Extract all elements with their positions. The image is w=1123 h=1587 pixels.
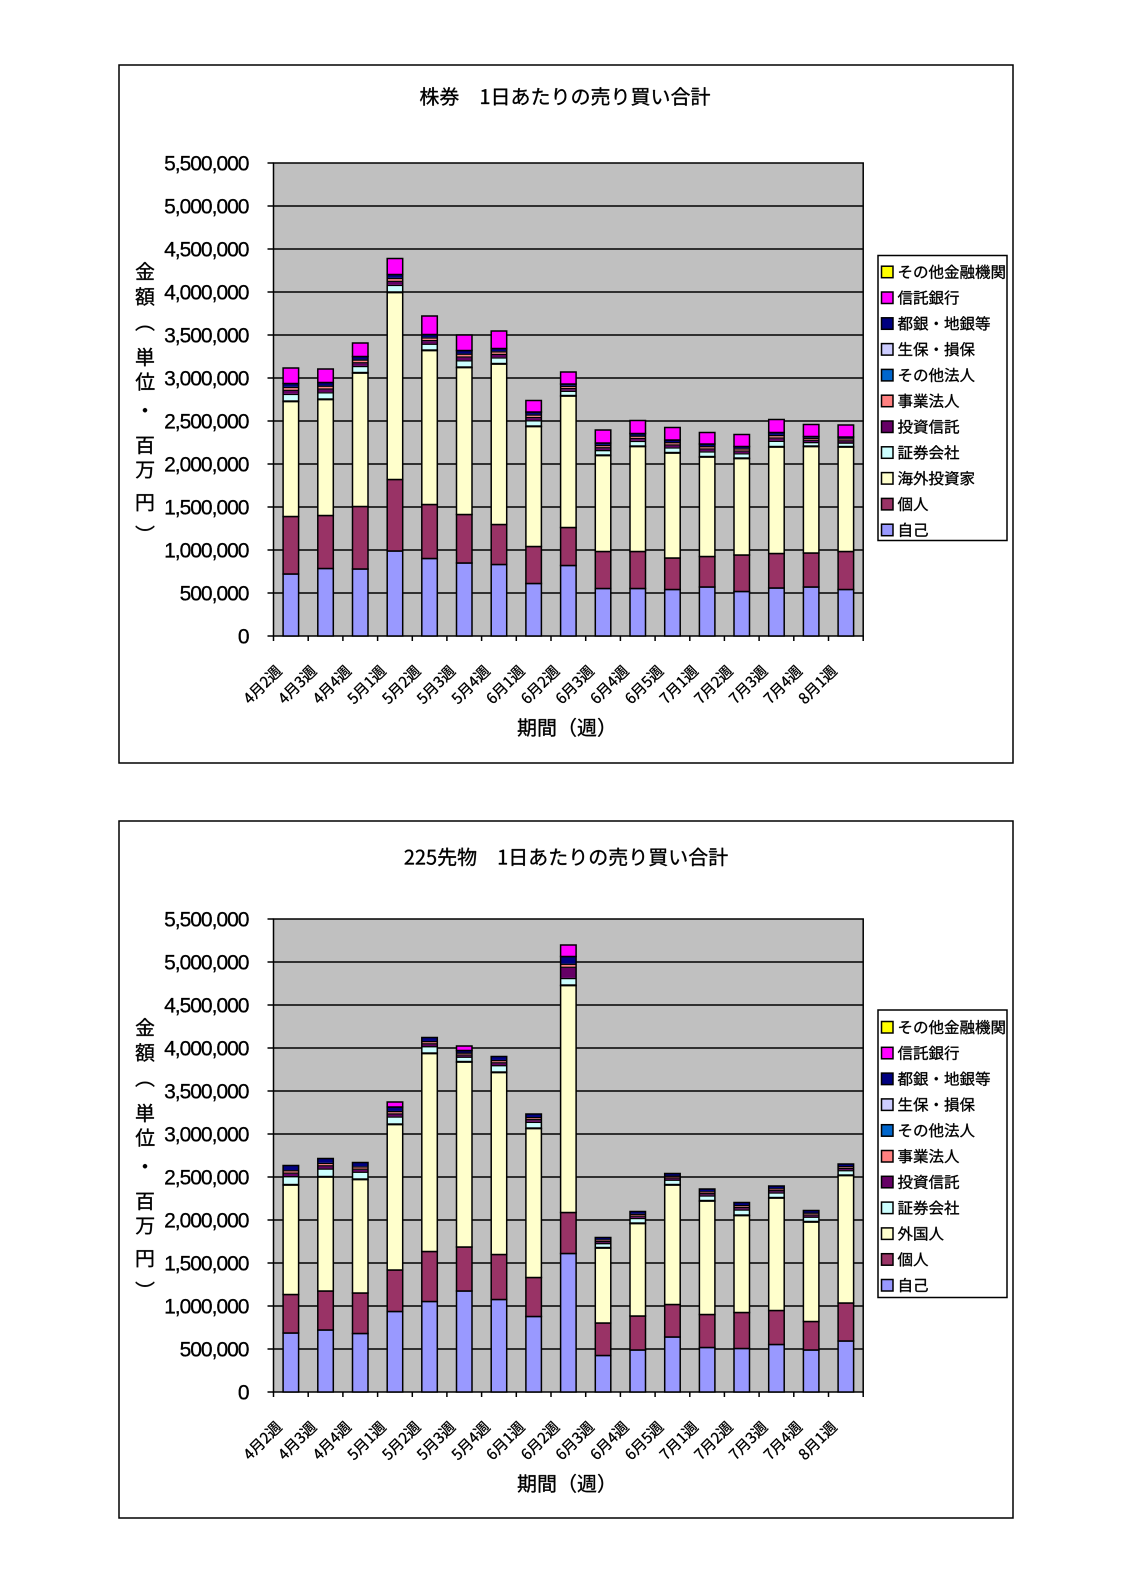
svg-text:2,500,000: 2,500,000 (164, 1167, 249, 1190)
svg-text:1,000,000: 1,000,000 (164, 540, 249, 563)
svg-text:0: 0 (238, 626, 249, 649)
svg-text:5,000,000: 5,000,000 (164, 196, 249, 219)
svg-text:4,000,000: 4,000,000 (164, 1038, 249, 1061)
svg-text:2,000,000: 2,000,000 (164, 454, 249, 477)
svg-text:1,500,000: 1,500,000 (164, 1253, 249, 1276)
svg-text:0: 0 (238, 1382, 249, 1405)
svg-text:2,000,000: 2,000,000 (164, 1210, 249, 1233)
svg-text:3,000,000: 3,000,000 (164, 368, 249, 391)
svg-text:5,500,000: 5,500,000 (164, 909, 249, 932)
svg-text:5,000,000: 5,000,000 (164, 952, 249, 975)
svg-text:500,000: 500,000 (180, 583, 249, 606)
svg-text:2,500,000: 2,500,000 (164, 411, 249, 434)
svg-text:4,000,000: 4,000,000 (164, 282, 249, 305)
svg-text:3,500,000: 3,500,000 (164, 325, 249, 348)
svg-text:3,000,000: 3,000,000 (164, 1124, 249, 1147)
svg-text:1,500,000: 1,500,000 (164, 497, 249, 520)
svg-text:500,000: 500,000 (180, 1339, 249, 1362)
svg-text:4,500,000: 4,500,000 (164, 239, 249, 262)
svg-text:3,500,000: 3,500,000 (164, 1081, 249, 1104)
svg-text:4,500,000: 4,500,000 (164, 995, 249, 1018)
svg-text:5,500,000: 5,500,000 (164, 153, 249, 176)
svg-text:1,000,000: 1,000,000 (164, 1296, 249, 1319)
